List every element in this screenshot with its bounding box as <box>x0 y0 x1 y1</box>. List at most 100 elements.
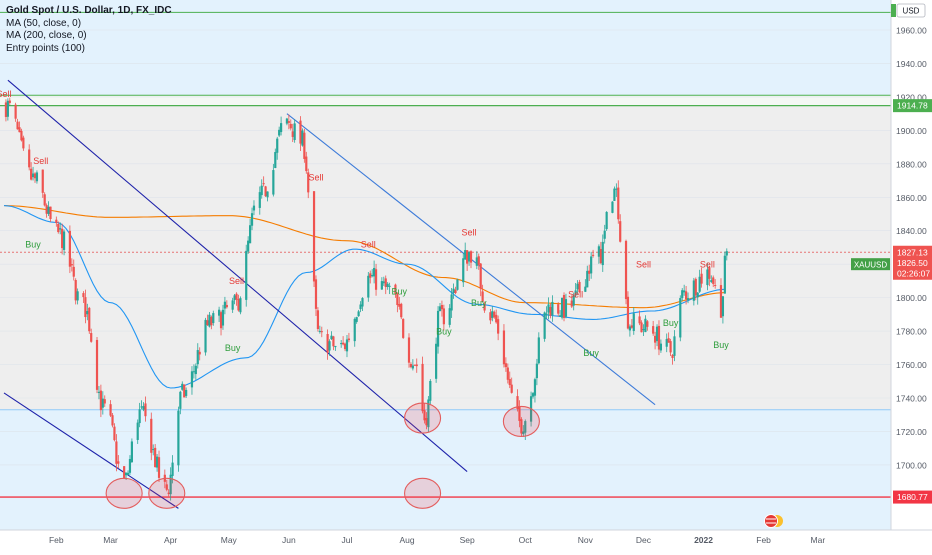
candle-body <box>619 221 622 242</box>
candle <box>714 279 717 289</box>
candle <box>61 223 64 255</box>
candle-body <box>601 241 604 266</box>
candle-body <box>533 379 537 396</box>
candle-body <box>142 406 145 410</box>
candle-body <box>466 250 469 264</box>
candle-body <box>603 230 606 239</box>
candle <box>76 288 79 305</box>
moving-averages <box>3 205 725 389</box>
candle-body <box>233 295 236 301</box>
candle-body <box>206 320 209 325</box>
candle <box>299 116 302 151</box>
candle-body <box>483 303 486 311</box>
candle <box>262 176 265 187</box>
candle <box>692 277 695 306</box>
price-tick-label: 1700.00 <box>896 460 927 470</box>
candle-body <box>293 123 296 141</box>
indicator-entry-points-label[interactable]: Entry points (100) <box>6 42 85 54</box>
symbol-tag-label: XAUUSD <box>854 260 888 269</box>
candle <box>16 118 19 130</box>
buy-signal: Buy <box>713 340 729 350</box>
candle <box>307 168 310 199</box>
candle <box>260 179 263 199</box>
candle-body <box>491 311 494 318</box>
candle-body <box>386 283 389 287</box>
candle-body <box>562 295 566 318</box>
candle-body <box>70 264 73 266</box>
price-axis[interactable]: 1960.00 1940.00 1920.00 1900.00 1880.00 1860.… <box>851 0 932 550</box>
candle <box>653 331 657 350</box>
sell-signal: Sell <box>568 290 583 300</box>
candle <box>669 338 672 356</box>
candle <box>684 285 688 305</box>
candle <box>491 306 494 322</box>
candle <box>576 280 579 295</box>
candle-body <box>194 365 197 375</box>
buy-signal: Buy <box>225 343 241 353</box>
candle <box>413 364 416 366</box>
candle-body <box>353 318 356 342</box>
candle <box>411 359 414 371</box>
candle <box>373 260 376 284</box>
candle-body <box>14 104 17 119</box>
candle <box>560 297 564 320</box>
highlight-circle <box>105 477 143 509</box>
candle <box>111 412 114 428</box>
candle-body <box>531 393 535 397</box>
candle <box>266 191 269 202</box>
candle-body <box>522 431 525 435</box>
candle-body <box>605 211 608 230</box>
candle-body <box>374 269 378 290</box>
candle <box>683 284 686 296</box>
candle-body <box>183 384 186 398</box>
candle <box>427 396 430 433</box>
candle <box>400 302 403 320</box>
candle <box>59 222 62 235</box>
price-tick-label: 1960.00 <box>896 26 927 36</box>
candle-body <box>497 319 500 334</box>
candle <box>206 314 209 326</box>
candle <box>382 276 385 286</box>
candle <box>619 214 622 243</box>
symbol-title[interactable]: Gold Spot / U.S. Dollar, 1D, FX_IDC <box>6 5 172 16</box>
candle-body <box>659 343 663 351</box>
candle <box>138 402 141 428</box>
candle-body <box>84 297 87 318</box>
support-price-badge: 1680.77 <box>893 490 932 504</box>
candle-body <box>456 279 459 290</box>
candle <box>646 320 649 331</box>
candle-body <box>545 313 548 315</box>
candle-body <box>301 130 304 146</box>
indicator-ma200-label[interactable]: MA (200, close, 0) <box>6 30 87 41</box>
candle <box>274 148 277 169</box>
candle-body <box>723 255 726 294</box>
candle <box>30 162 33 181</box>
candle-body <box>130 441 133 463</box>
candle-body <box>576 283 579 290</box>
currency-label: USD <box>903 7 920 16</box>
candle <box>62 229 66 256</box>
candle-body <box>686 298 690 301</box>
sell-signal: Sell <box>229 276 244 286</box>
candle-body <box>43 194 46 206</box>
candle-body <box>673 336 676 356</box>
candle <box>334 345 337 351</box>
candle <box>599 241 602 265</box>
chart-legend: Gold Spot / U.S. Dollar, 1D, FX_IDC MA (… <box>6 5 172 55</box>
candle-body <box>725 251 728 256</box>
candle-body <box>223 301 227 309</box>
indicator-ma50-label[interactable]: MA (50, close, 0) <box>6 17 82 29</box>
price-tick-label: 1940.00 <box>896 59 927 69</box>
candle <box>35 170 39 184</box>
currency-badge[interactable]: USD <box>896 3 926 18</box>
candle <box>456 278 459 291</box>
candle <box>126 470 130 476</box>
time-axis[interactable]: Feb Mar Apr May Jun Jul Aug Sep Oct Nov Dec 2022 Feb… <box>0 514 932 551</box>
event-coin-front <box>764 514 778 528</box>
time-tick-label: Feb <box>49 535 64 545</box>
candle <box>630 319 633 329</box>
candle <box>489 308 492 325</box>
candle <box>442 304 445 331</box>
time-tick-label: Dec <box>636 535 652 545</box>
